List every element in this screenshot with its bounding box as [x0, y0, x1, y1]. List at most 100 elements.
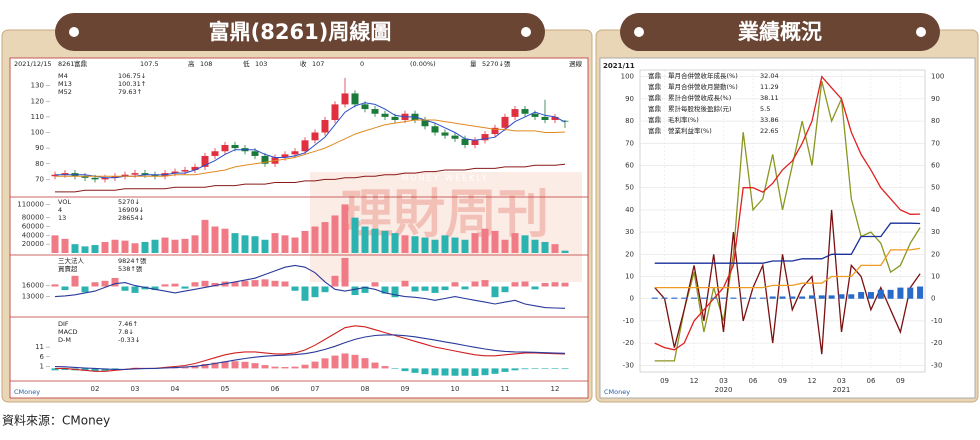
header-info: 富鼎	[74, 59, 87, 68]
legend-value: 28654↓	[118, 214, 144, 222]
legend-name: 單月合併營收月變動(%)	[668, 82, 738, 91]
net-buy-bar	[351, 286, 359, 296]
dm-bar	[221, 361, 229, 369]
candle-body	[371, 109, 379, 114]
legend-value: 538↑張	[118, 265, 143, 273]
quote-value: 107.5	[140, 60, 159, 68]
candle-body	[281, 154, 289, 158]
dm-bar	[331, 355, 339, 369]
net-buy-bar	[341, 258, 349, 287]
series-line	[654, 247, 921, 289]
x-tick-label: 12	[551, 385, 560, 393]
left-charts	[10, 196, 588, 382]
dm-bar	[241, 361, 249, 369]
candle-body	[451, 135, 459, 139]
dm-bar	[411, 368, 419, 373]
legend-value: 5270↓	[118, 198, 140, 206]
volume-bar	[551, 244, 559, 253]
legend-value: 106.75↓	[118, 72, 146, 80]
legend-name: 單月合併營收年成長(%)	[668, 71, 738, 80]
net-buy-bar	[271, 280, 279, 287]
eps-bar	[779, 296, 786, 299]
volume-bar	[331, 215, 339, 253]
y-tick-label: 110	[31, 113, 44, 121]
net-buy-bar	[181, 286, 189, 289]
legend-value: -0.33↓	[118, 336, 140, 344]
legend-stock: 富鼎	[648, 93, 661, 102]
eps-bar	[877, 289, 884, 299]
volume-bar	[191, 235, 199, 253]
dm-bar	[431, 368, 439, 376]
net-buy-bar	[411, 286, 419, 292]
y2-tick-label: -10	[931, 317, 942, 325]
x-tick-label: 03	[837, 377, 846, 385]
x-tick-label: 06	[749, 377, 758, 385]
net-buy-bar	[431, 286, 439, 293]
candle-body	[211, 151, 219, 156]
source: 資料來源：CMoney	[2, 414, 110, 428]
volume-bar	[451, 237, 459, 253]
net-buy-bar	[61, 286, 69, 291]
candle-body	[91, 177, 99, 180]
banner-dot	[521, 27, 531, 37]
legend-name: 累計合併營收成長(%)	[668, 93, 731, 102]
y-tick-label: 130	[31, 82, 44, 90]
volume-bar	[391, 233, 399, 253]
net-buy-bar	[451, 282, 459, 287]
quote-label: 高	[188, 59, 195, 68]
eps-bar	[681, 297, 688, 299]
dm-bar	[291, 366, 299, 369]
dm-bar	[381, 366, 389, 369]
eps-bar	[730, 297, 737, 299]
volume-bar	[461, 239, 469, 253]
volume-bar	[531, 239, 539, 253]
y-tick-label: 10	[625, 273, 634, 281]
volume-bar	[141, 241, 149, 253]
legend-name: D-M	[58, 336, 71, 344]
volume-bar	[81, 246, 89, 253]
legend-value: 79.63↑	[118, 88, 142, 96]
legend-name: MACD	[58, 328, 77, 336]
net-buy-bar	[101, 280, 109, 287]
dm-bar	[541, 368, 549, 369]
candle-body	[101, 177, 109, 180]
banner-dot	[916, 27, 926, 37]
y2-tick-label: -30	[931, 361, 942, 369]
x-tick-label: 12	[808, 377, 817, 385]
series-line	[654, 75, 921, 351]
candle-body	[141, 173, 149, 175]
legend-value: 33.86	[760, 116, 779, 124]
y-tick-label: 1	[40, 362, 44, 370]
candle-body	[221, 145, 229, 152]
candle-body	[361, 104, 369, 110]
y-tick-label: 16000	[22, 282, 44, 290]
net-buy-bar	[491, 286, 499, 298]
x-tick-label: 06	[271, 385, 280, 393]
panel-title: 業績概況	[738, 20, 822, 44]
series-line	[654, 222, 921, 264]
volume-bar	[101, 241, 109, 253]
candle-body	[61, 173, 69, 175]
x-tick-label: 03	[131, 385, 140, 393]
quote-label: 低	[243, 59, 250, 68]
dm-bar	[191, 365, 199, 369]
x-tick-label: 02	[91, 385, 100, 393]
y-tick-label: 0	[630, 295, 634, 303]
candle-body	[321, 120, 329, 133]
candle-body	[331, 104, 339, 120]
legend-name: M13	[58, 80, 72, 88]
net-buy-bar	[241, 280, 249, 287]
volume-bar	[301, 230, 309, 253]
y-tick-label: 20	[625, 250, 634, 258]
net-buy-bar	[371, 282, 379, 287]
net-buy-bar	[211, 282, 219, 287]
dm-bar	[491, 368, 499, 374]
y-tick-label: 90	[625, 95, 634, 103]
x-tick-label: 11	[501, 385, 510, 393]
volume-bar	[341, 204, 349, 253]
volume-bar	[491, 230, 499, 253]
y-tick-label: 40000	[22, 231, 44, 239]
net-buy-bar	[321, 286, 329, 293]
net-buy-bar	[291, 286, 299, 291]
candle-body	[251, 151, 259, 156]
